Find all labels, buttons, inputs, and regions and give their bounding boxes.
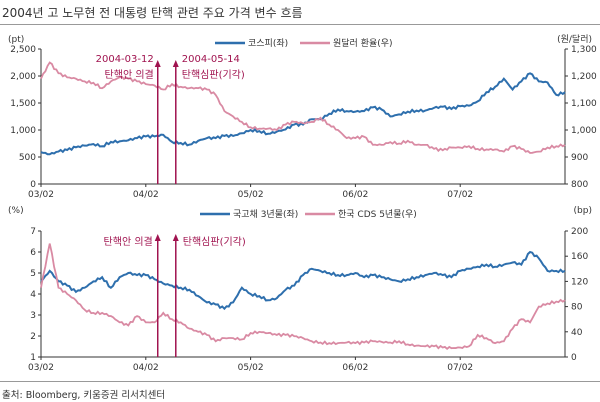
- y-tick-label-left: 1,500: [10, 99, 36, 109]
- annotation-arrowhead: [154, 60, 161, 67]
- series-line-right: [40, 243, 566, 350]
- x-tick-label: 04/02: [133, 190, 159, 200]
- y-tick-label-left: 7: [30, 227, 36, 237]
- x-tick-label: 06/02: [342, 190, 368, 200]
- legend-label: 코스피(좌): [248, 38, 288, 49]
- legend-label: 국고채 3년물(좌): [233, 209, 298, 220]
- y-tick-label-right: 800: [571, 180, 588, 190]
- annotation-label: 탄핵안 의결: [104, 236, 153, 248]
- right-axis-unit: (bp): [574, 206, 592, 216]
- x-tick-label: 07/02: [447, 363, 473, 373]
- x-tick-label: 05/02: [238, 190, 264, 200]
- y-tick-label-right: 120: [571, 277, 588, 287]
- y-tick-label-left: 3: [30, 311, 36, 321]
- divider: [0, 381, 600, 382]
- annotation-arrowhead: [154, 234, 161, 241]
- y-tick-label-left: 1: [30, 353, 36, 363]
- series-line-left: [40, 250, 566, 311]
- x-tick-label: 03/02: [28, 190, 54, 200]
- y-tick-label-left: 6: [30, 248, 36, 258]
- x-tick-label: 07/02: [447, 190, 473, 200]
- series-line-right: [40, 61, 566, 154]
- annotation-arrowhead: [172, 234, 179, 241]
- annotation-label: 탄핵안 의결: [105, 69, 154, 81]
- divider: [0, 24, 600, 25]
- y-tick-label-right: 80: [571, 303, 583, 313]
- y-tick-label-left: 4: [30, 290, 36, 300]
- y-tick-label-left: 5: [30, 269, 36, 279]
- x-tick-label: 04/02: [133, 363, 159, 373]
- y-tick-label-left: 1,000: [10, 126, 36, 136]
- y-tick-label-right: 160: [571, 252, 588, 262]
- y-tick-label-left: 2,500: [10, 45, 36, 55]
- left-axis-unit: (pt): [8, 35, 24, 45]
- y-tick-label-right: 0: [571, 353, 577, 363]
- y-tick-label-left: 500: [19, 153, 36, 163]
- y-tick-label-left: 2: [30, 332, 36, 342]
- y-tick-label-left: 2,000: [10, 72, 36, 82]
- source-note: 출처: Bloomberg, 키움증권 리서치센터: [2, 390, 166, 401]
- y-tick-label-right: 1,200: [571, 72, 597, 82]
- annotation-date: 2004-03-12: [96, 54, 154, 65]
- x-tick-label: 06/02: [342, 363, 368, 373]
- legend-label: 한국 CDS 5년물(우): [338, 209, 417, 220]
- y-tick-label-left: 0: [30, 180, 36, 190]
- annotation-arrowhead: [172, 60, 179, 67]
- y-tick-label-right: 1,000: [571, 126, 597, 136]
- y-tick-label-right: 900: [571, 153, 588, 163]
- y-tick-label-right: 1,100: [571, 99, 597, 109]
- legend-label: 원달러 환율(우): [333, 37, 393, 49]
- y-tick-label-right: 40: [571, 328, 583, 338]
- annotation-label: 탄핵심판(기각): [183, 236, 246, 248]
- y-tick-label-right: 200: [571, 227, 588, 237]
- y-tick-label-right: 1,300: [571, 45, 597, 55]
- annotation-label: 탄핵심판(기각): [182, 69, 245, 81]
- series-line-left: [40, 72, 566, 156]
- annotation-date: 2004-05-14: [182, 54, 240, 65]
- right-axis-unit: (원/달러): [557, 33, 592, 45]
- figure-title: 2004년 고 노무현 전 대통령 탄핵 관련 주요 가격 변수 흐름: [2, 6, 303, 20]
- x-tick-label: 05/02: [238, 363, 264, 373]
- x-tick-label: 03/02: [28, 363, 54, 373]
- left-axis-unit: (%): [8, 206, 24, 216]
